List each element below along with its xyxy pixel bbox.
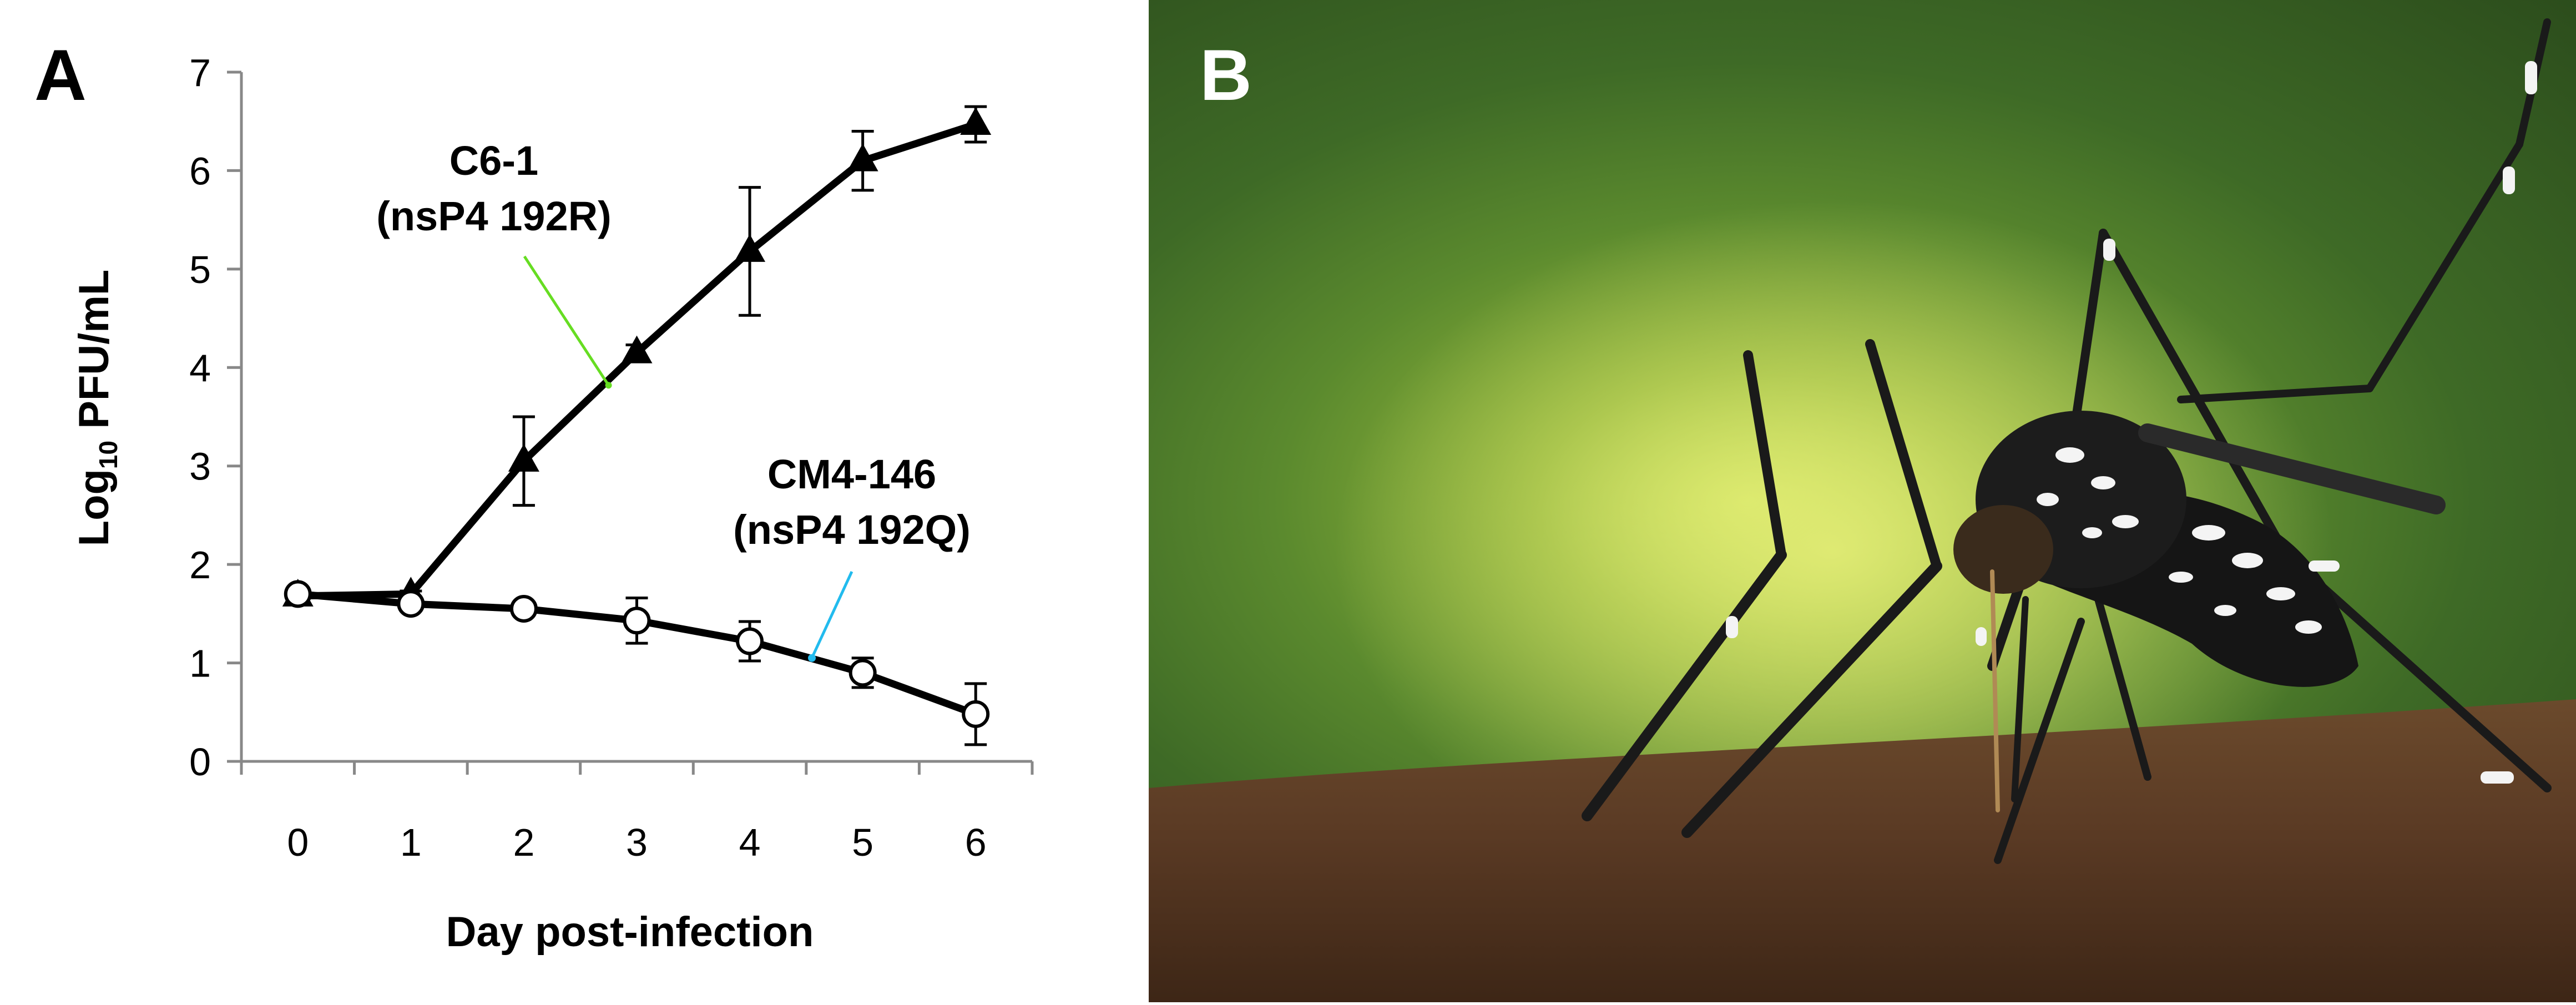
x-tick-label: 2 xyxy=(513,821,534,864)
cm4-leader-dot xyxy=(808,654,816,662)
y-tick-label: 2 xyxy=(189,543,211,587)
mosquito-figure xyxy=(1582,18,2552,864)
data-point-triangle xyxy=(847,143,878,171)
data-point-circle xyxy=(284,580,312,608)
c6-label-variant: (nsP4 192R) xyxy=(376,193,612,239)
data-point-circle xyxy=(623,607,651,635)
y-tick-label: 6 xyxy=(189,149,211,193)
x-tick-label: 5 xyxy=(852,821,873,864)
c6-leader-line xyxy=(523,255,610,386)
data-point-circle xyxy=(848,659,877,687)
cm4-label-name: CM4-146 xyxy=(767,451,936,497)
x-tick-label: 1 xyxy=(400,821,422,864)
x-tick-label: 6 xyxy=(965,821,987,864)
y-axis-label-subscript: 10 xyxy=(94,441,123,469)
series-cm4 xyxy=(284,580,990,746)
data-point-circle xyxy=(509,594,538,623)
x-tick-label: 0 xyxy=(287,821,309,864)
line-chart: 0 1 2 3 4 5 6 7 0 1 2 3 4 5 6 C6-1 (nsP4 192R) CM4-146 (n… xyxy=(70,51,1034,956)
x-tick-label: 3 xyxy=(626,821,648,864)
data-point-circle xyxy=(397,590,425,618)
y-tick-label: 7 xyxy=(189,51,211,94)
x-axis-label: Day post-infection xyxy=(446,908,814,956)
panel-a-label: A xyxy=(34,34,87,115)
y-axis-label-unit: PFU/mL xyxy=(70,270,118,441)
skin-surface xyxy=(1149,699,2576,1002)
data-point-triangle xyxy=(621,335,653,363)
data-point-triangle xyxy=(960,107,992,135)
panel-a-chart: A 0 1 2 3 4 5 6 7 0 1 2 3 4 5 6 C6-1 (nsP4 192R) CM4-146… xyxy=(0,0,1149,1002)
cm4-leader-line xyxy=(810,570,853,659)
data-point-triangle xyxy=(734,234,766,262)
data-point-triangle xyxy=(508,443,539,472)
c6-label-name: C6-1 xyxy=(449,138,538,184)
panel-b-label: B xyxy=(1200,34,1252,115)
mosquito-photo xyxy=(1149,0,2576,1002)
data-point-circle xyxy=(962,700,990,728)
y-tick-label: 4 xyxy=(189,346,211,390)
panel-b-photo: B xyxy=(1149,0,2576,1002)
x-tick-label: 4 xyxy=(739,821,761,864)
y-tick-label: 3 xyxy=(189,445,211,488)
y-axis-label: Log10 PFU/mL xyxy=(70,270,123,547)
y-axis-label-log: Log xyxy=(70,469,118,546)
y-tick-label: 1 xyxy=(189,642,211,685)
c6-leader-dot xyxy=(605,382,612,389)
y-tick-label: 5 xyxy=(189,248,211,291)
data-point-circle xyxy=(736,627,764,655)
cm4-label-variant: (nsP4 192Q) xyxy=(733,507,971,553)
y-tick-label: 0 xyxy=(189,740,211,784)
